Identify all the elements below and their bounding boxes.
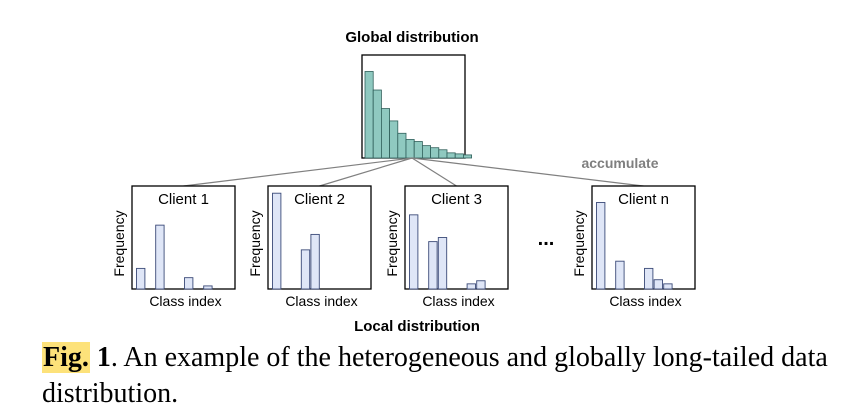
client-bar bbox=[615, 260, 625, 290]
client-histogram-frame bbox=[591, 185, 696, 290]
class-index-axis-label: Class index bbox=[422, 293, 494, 309]
class-index-axis-label: Class index bbox=[285, 293, 357, 309]
global-histogram-bars bbox=[364, 71, 472, 159]
client-panel: Client 3 Frequency Class index bbox=[384, 185, 509, 309]
client-bar bbox=[437, 237, 448, 290]
client-bar bbox=[409, 214, 419, 290]
figure-caption: Fig. 1. An example of the heterogeneous … bbox=[42, 340, 832, 412]
client-bar bbox=[310, 233, 320, 290]
client-histogram-frame bbox=[131, 185, 236, 290]
client-bar bbox=[300, 249, 311, 290]
frequency-axis-label: Frequency bbox=[247, 210, 263, 276]
client-title: Client 1 bbox=[158, 191, 209, 208]
global-bar bbox=[380, 108, 390, 159]
accumulate-label: accumulate bbox=[581, 155, 658, 171]
accumulate-connectors bbox=[183, 157, 644, 187]
frequency-axis-label: Frequency bbox=[111, 210, 127, 276]
figure-label: Fig. bbox=[42, 342, 90, 373]
figure-number: 1 bbox=[96, 342, 111, 373]
global-bar bbox=[413, 141, 423, 159]
client-bar bbox=[653, 279, 663, 290]
connector-line bbox=[183, 157, 413, 187]
client-panel: Client 1 Frequency Class index bbox=[111, 185, 236, 309]
client-title: Client n bbox=[618, 191, 669, 208]
client-bar bbox=[476, 280, 486, 290]
class-index-axis-label: Class index bbox=[149, 293, 221, 309]
connector-line bbox=[411, 157, 644, 187]
client-title: Client 2 bbox=[294, 191, 345, 208]
client-bar bbox=[428, 241, 438, 290]
client-panel: Client n Frequency Class index bbox=[571, 185, 696, 309]
client-histogram-frame bbox=[404, 185, 509, 290]
client-bar bbox=[663, 283, 673, 290]
global-bar bbox=[372, 89, 382, 159]
global-bar bbox=[462, 154, 472, 159]
global-bar bbox=[454, 153, 464, 159]
client-bar bbox=[184, 277, 194, 290]
client-panels: Client 1 Frequency Class index Client 2 Freq… bbox=[111, 185, 696, 309]
frequency-axis-label: Frequency bbox=[384, 210, 400, 276]
global-bar bbox=[430, 147, 440, 159]
client-bar bbox=[596, 202, 606, 290]
client-bar bbox=[644, 267, 654, 290]
global-bar bbox=[446, 152, 456, 159]
client-bar bbox=[136, 267, 146, 290]
client-bar bbox=[203, 285, 213, 290]
client-title: Client 3 bbox=[431, 191, 482, 208]
local-distribution-label: Local distribution bbox=[354, 318, 480, 335]
client-bar bbox=[155, 224, 165, 290]
global-bar bbox=[421, 145, 431, 159]
global-distribution-title: Global distribution bbox=[345, 29, 478, 46]
global-bar bbox=[389, 120, 399, 159]
caption-text: . An example of the heterogeneous and gl… bbox=[42, 342, 828, 409]
frequency-axis-label: Frequency bbox=[571, 210, 587, 276]
global-bar bbox=[438, 149, 448, 159]
global-bar bbox=[405, 139, 415, 159]
client-bar bbox=[466, 283, 476, 290]
connector-line bbox=[411, 157, 457, 187]
class-index-axis-label: Class index bbox=[609, 293, 681, 309]
client-panel: Client 2 Frequency Class index bbox=[247, 185, 372, 309]
global-bar bbox=[397, 132, 407, 159]
global-bar bbox=[364, 71, 374, 159]
connector-line bbox=[319, 157, 413, 187]
client-bar bbox=[272, 192, 282, 290]
ellipsis: ... bbox=[538, 228, 555, 250]
